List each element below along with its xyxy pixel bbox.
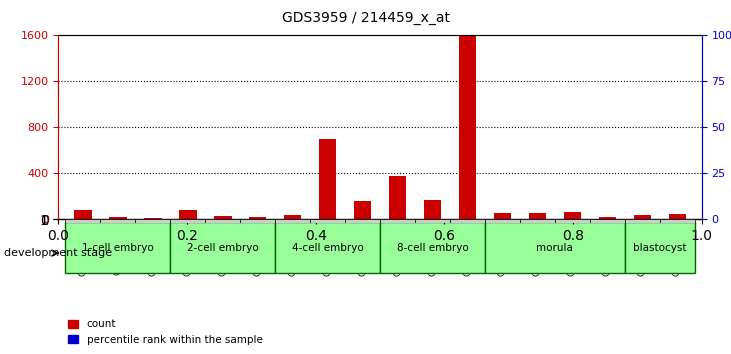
Bar — [424, 200, 442, 219]
FancyBboxPatch shape — [310, 219, 345, 223]
Text: morula: morula — [537, 243, 573, 253]
FancyBboxPatch shape — [276, 219, 310, 223]
Bar — [459, 35, 477, 219]
FancyBboxPatch shape — [660, 219, 694, 223]
Text: 8-cell embryo: 8-cell embryo — [397, 243, 469, 253]
Bar — [354, 201, 371, 219]
Text: development stage: development stage — [4, 248, 112, 258]
FancyBboxPatch shape — [485, 219, 520, 223]
Legend: count, percentile rank within the sample: count, percentile rank within the sample — [64, 315, 267, 349]
FancyBboxPatch shape — [100, 219, 135, 223]
Bar — [599, 217, 616, 219]
Bar — [529, 212, 546, 219]
Text: blastocyst: blastocyst — [633, 243, 686, 253]
Text: 4-cell embryo: 4-cell embryo — [292, 243, 363, 253]
Bar — [179, 210, 197, 219]
FancyBboxPatch shape — [66, 219, 100, 223]
FancyBboxPatch shape — [170, 219, 205, 223]
FancyBboxPatch shape — [205, 219, 240, 223]
FancyBboxPatch shape — [450, 219, 485, 223]
FancyBboxPatch shape — [170, 222, 276, 273]
Text: 1-cell embryo: 1-cell embryo — [82, 243, 154, 253]
Bar — [109, 217, 126, 219]
Bar — [284, 216, 301, 219]
FancyBboxPatch shape — [345, 219, 380, 223]
Bar — [669, 214, 686, 219]
FancyBboxPatch shape — [485, 222, 625, 273]
FancyBboxPatch shape — [66, 222, 170, 273]
Bar — [634, 215, 651, 219]
FancyBboxPatch shape — [135, 219, 170, 223]
FancyBboxPatch shape — [625, 219, 660, 223]
Bar — [493, 213, 511, 219]
FancyBboxPatch shape — [240, 219, 276, 223]
Bar — [319, 139, 336, 219]
Bar — [389, 176, 406, 219]
Text: 2-cell embryo: 2-cell embryo — [187, 243, 259, 253]
FancyBboxPatch shape — [380, 222, 485, 273]
FancyBboxPatch shape — [590, 219, 625, 223]
Bar — [144, 218, 162, 219]
FancyBboxPatch shape — [625, 222, 694, 273]
FancyBboxPatch shape — [380, 219, 415, 223]
Bar — [249, 217, 267, 219]
Bar — [564, 212, 581, 219]
Bar — [214, 216, 232, 219]
Bar — [75, 210, 91, 219]
FancyBboxPatch shape — [520, 219, 555, 223]
FancyBboxPatch shape — [555, 219, 590, 223]
FancyBboxPatch shape — [415, 219, 450, 223]
FancyBboxPatch shape — [276, 222, 380, 273]
Text: GDS3959 / 214459_x_at: GDS3959 / 214459_x_at — [281, 11, 450, 25]
